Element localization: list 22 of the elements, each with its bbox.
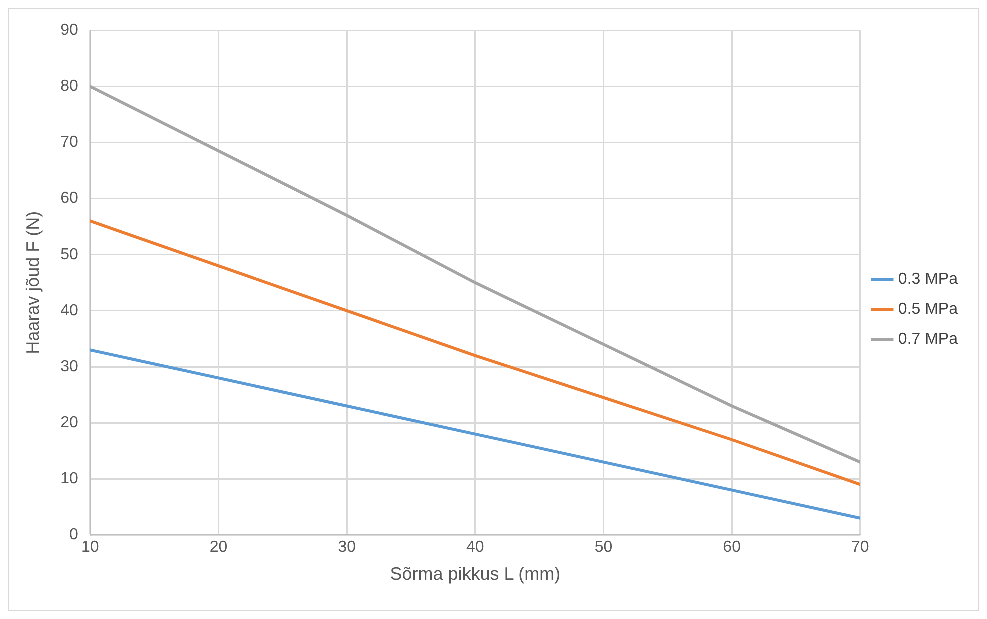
y-tick-label: 30 [60,358,78,376]
y-tick-label: 70 [60,134,78,152]
x-tick-label: 10 [82,539,100,556]
x-tick-label: 70 [852,539,870,556]
x-axis-title: Sõrma pikkus L (mm) [390,564,561,584]
y-tick-label: 10 [60,470,78,488]
y-tick-label: 0 [69,526,78,544]
y-tick-label: 90 [60,22,78,40]
x-tick-label: 50 [594,539,613,556]
y-tick-label: 40 [60,302,78,320]
y-tick-label: 50 [60,246,78,264]
y-axis-title: Haarav jõud F (N) [22,211,43,354]
legend-label: 0.3 MPa [898,270,958,288]
x-tick-label: 60 [723,539,742,556]
x-tick-label: 20 [210,539,228,556]
y-tick-label: 60 [60,190,78,208]
y-tick-label: 20 [60,414,78,432]
y-tick-label: 80 [60,78,78,96]
legend-label: 0.7 MPa [898,330,958,348]
legend-label: 0.5 MPa [898,300,958,318]
x-tick-label: 40 [466,539,484,556]
x-tick-label: 30 [338,539,356,556]
